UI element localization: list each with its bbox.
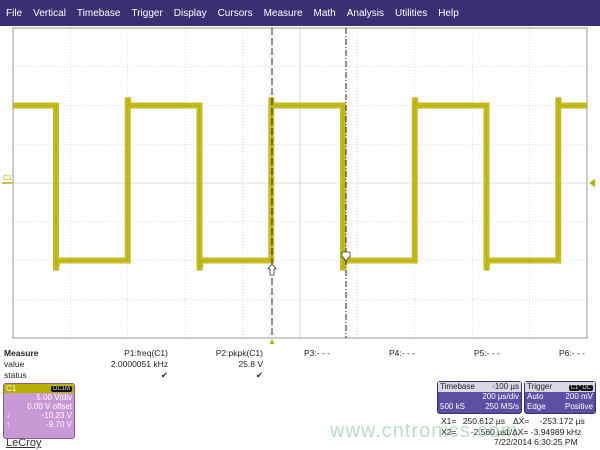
timebase-samples: 500 kS [440,402,465,411]
measure-param-4-name: P4:- - - [389,348,415,358]
menu-analysis[interactable]: Analysis [346,7,384,19]
timebase-delay: -100 µs [492,382,519,391]
measure-title: Measure [4,348,39,358]
measure-param-1-name: P1:freq(C1) [124,348,168,358]
c1-cursor1-value: -10.23 V [41,411,72,420]
menu-measure[interactable]: Measure [263,7,303,19]
trigger-slope: Positive [564,402,593,411]
menu-utilities[interactable]: Utilities [394,7,428,19]
measure-param-2-status-check-icon: ✔ [255,370,263,380]
measure-param-3-name: P3:- - - [304,348,330,358]
measure-param-6-name: P6:- - - [559,348,585,358]
cursor-inv-dx-readout: 1/ΔX= -3.94989 kHz [505,427,582,437]
waveform-display[interactable]: C1 [0,26,600,344]
menu-math[interactable]: Math [313,7,336,19]
measure-row-status: status [4,370,27,380]
cursor-dx-readout: ΔX= -253.172 µs [513,416,585,426]
trigger-coupling-badge: DC [580,385,593,391]
c1-cursor2-value: -9.70 V [46,420,72,429]
trigger-level-marker-icon [589,179,595,187]
trigger-position-marker-icon [269,339,275,344]
menu-bar: File Vertical Timebase Trigger Display Cursor… [0,0,600,26]
timebase-label: Timebase [440,382,475,391]
c1-vdiv: 5.00 V/div [36,393,72,402]
c1-offset: 0.00 V offset [27,402,72,411]
menu-display[interactable]: Display [173,7,207,19]
trigger-type: Edge [527,402,546,411]
watermark: www.cntronics.com [330,420,519,442]
menu-timebase[interactable]: Timebase [76,7,121,19]
trigger-panel[interactable]: Trigger C1 DC Auto 200 mV Edge Positive [524,381,596,414]
trigger-level: 200 mV [565,392,593,401]
lecroy-logo: LeCroy [6,437,42,449]
trigger-mode: Auto [527,392,544,401]
measure-param-1-value: 2.0000051 kHz [110,359,168,369]
measure-row-value: value [4,359,25,369]
measure-param-2-name: P2:pkpk(C1) [215,348,263,358]
c1-ground-label: C1 [3,175,12,182]
timebase-panel[interactable]: Timebase -100 µs 200 µs/div 500 kS 250 MS/… [437,381,522,414]
menu-help[interactable]: Help [438,7,459,19]
cursor-x1-readout: X1= 250.612 µs [441,416,505,426]
cursor-1-arrow-icon [267,263,277,276]
c1-channel-panel[interactable]: C1 DC1M 5.00 V/div 0.00 V offset ↓ -10.23 … [3,383,75,439]
cursor2-arrow-icon: ↑ [6,420,10,429]
measure-param-2-value: 25.8 V [238,359,263,369]
cursor1-arrow-icon: ↓ [6,411,10,420]
c1-label: C1 [6,384,17,393]
c1-coupling-badge: DC1M [50,385,72,392]
cursor-2-arrow-icon [341,251,351,262]
c1-trace [13,97,587,271]
menu-vertical[interactable]: Vertical [33,7,66,19]
trigger-label: Trigger [527,382,553,391]
menu-cursors[interactable]: Cursors [217,7,253,19]
measure-param-1-status-check-icon: ✔ [160,370,168,380]
timestamp: 7/22/2014 6:30:25 PM [494,437,578,447]
cursor-x2-readout: X2= -2.560 µs [441,427,507,437]
timebase-rate: 250 MS/s [485,402,519,411]
measure-param-5-name: P5:- - - [474,348,500,358]
timebase-tdiv: 200 µs/div [482,392,519,401]
menu-trigger[interactable]: Trigger [131,7,163,19]
menu-file[interactable]: File [6,7,23,19]
trigger-source-badge: C1 [568,385,581,391]
